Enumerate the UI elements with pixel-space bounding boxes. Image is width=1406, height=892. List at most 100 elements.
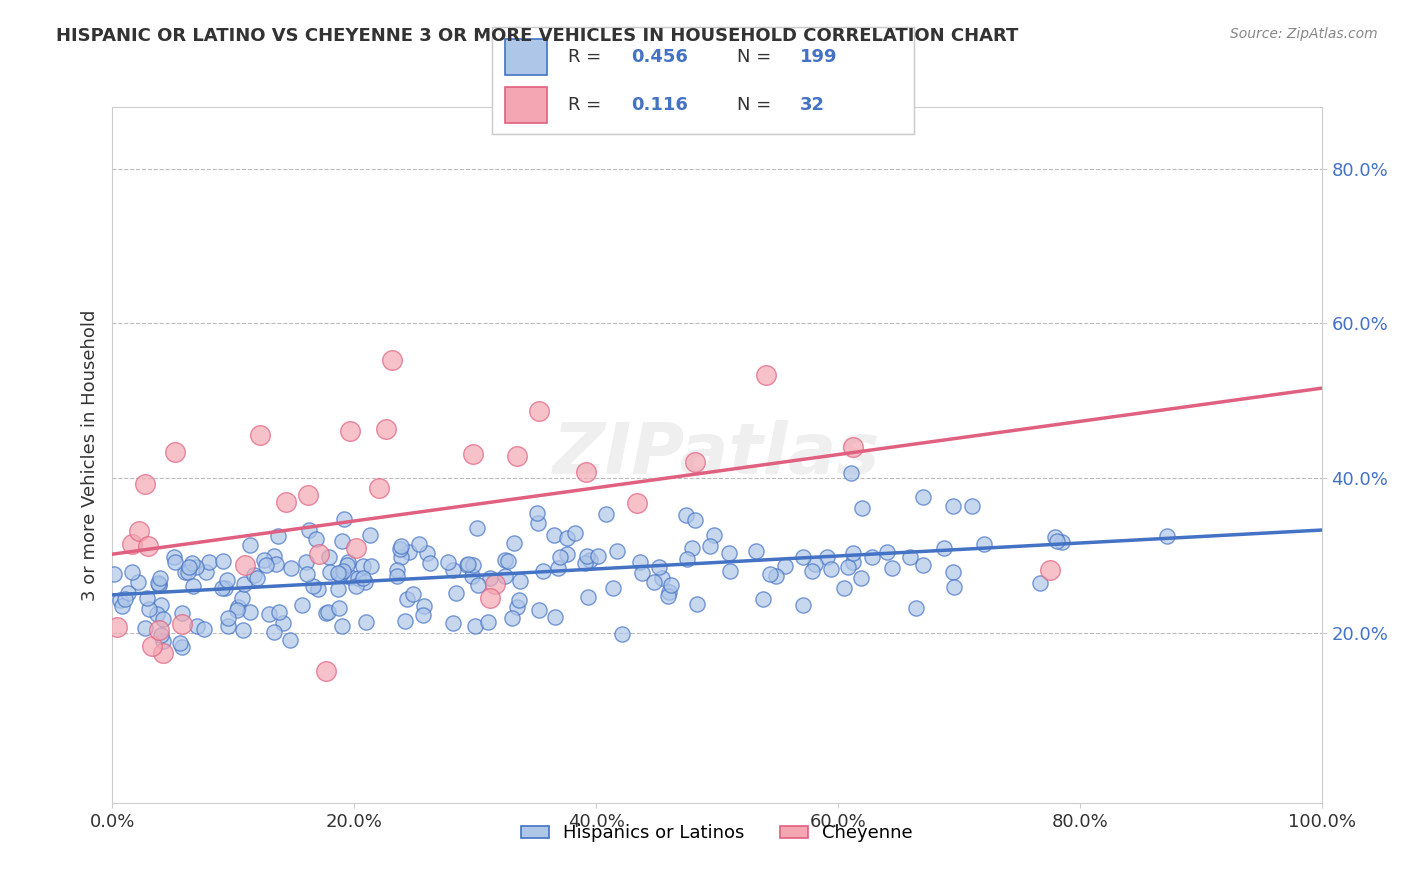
Point	[412, 607, 434, 622]
Point	[792, 598, 814, 612]
Point	[298, 523, 321, 537]
Point	[564, 525, 586, 540]
Point	[211, 581, 233, 595]
Point	[801, 564, 824, 578]
Point	[103, 567, 125, 582]
Point	[228, 599, 250, 614]
Point	[576, 549, 599, 563]
Point	[217, 573, 239, 587]
Point	[395, 591, 418, 606]
Point	[352, 558, 374, 573]
Point	[184, 560, 207, 574]
Point	[398, 545, 420, 559]
Point	[152, 646, 174, 660]
Point	[339, 569, 361, 583]
Point	[134, 476, 156, 491]
Point	[576, 590, 599, 604]
Point	[804, 557, 827, 571]
Point	[181, 579, 204, 593]
Point	[484, 577, 506, 591]
Point	[588, 549, 610, 563]
Point	[860, 549, 883, 564]
Point	[527, 516, 550, 530]
Point	[336, 555, 359, 569]
Point	[163, 556, 186, 570]
Point	[529, 603, 551, 617]
Point	[555, 531, 578, 545]
Point	[297, 488, 319, 502]
Point	[477, 615, 499, 630]
Point	[105, 620, 128, 634]
FancyBboxPatch shape	[505, 38, 547, 75]
Point	[169, 636, 191, 650]
Point	[212, 554, 235, 568]
Point	[163, 445, 186, 459]
Point	[839, 466, 862, 480]
Point	[315, 665, 337, 679]
Point	[547, 561, 569, 575]
Point	[880, 561, 903, 575]
Point	[239, 606, 262, 620]
Point	[136, 539, 159, 553]
Point	[685, 455, 707, 469]
Point	[326, 566, 349, 581]
Point	[217, 610, 239, 624]
Point	[346, 571, 368, 585]
Point	[555, 547, 578, 561]
Point	[194, 565, 217, 579]
Point	[1039, 563, 1062, 577]
Text: 0.456: 0.456	[631, 48, 688, 66]
Point	[145, 607, 167, 622]
Point	[505, 600, 527, 615]
Point	[316, 606, 339, 620]
Point	[108, 592, 131, 607]
Point	[121, 566, 143, 580]
Point	[329, 568, 352, 582]
Point	[291, 598, 314, 612]
Point	[152, 634, 174, 648]
Point	[437, 555, 460, 569]
Point	[136, 591, 159, 605]
Text: 199: 199	[800, 48, 838, 66]
Point	[315, 606, 337, 620]
Point	[508, 593, 530, 607]
Point	[543, 528, 565, 542]
Point	[319, 565, 342, 579]
Point	[339, 425, 361, 439]
Legend: Hispanics or Latinos, Cheyenne: Hispanics or Latinos, Cheyenne	[515, 817, 920, 849]
Point	[332, 511, 354, 525]
Point	[117, 585, 139, 599]
Point	[336, 558, 359, 573]
Point	[461, 569, 484, 583]
Point	[330, 534, 353, 549]
Point	[263, 549, 285, 564]
Point	[328, 567, 350, 582]
Point	[307, 582, 329, 597]
Point	[501, 611, 523, 625]
Text: ZIPatlas: ZIPatlas	[554, 420, 880, 490]
Point	[849, 571, 872, 585]
Point	[269, 605, 291, 619]
Point	[773, 559, 796, 574]
Point	[579, 553, 602, 567]
Point	[172, 606, 194, 620]
Point	[1156, 529, 1178, 543]
Point	[295, 566, 318, 581]
Point	[186, 619, 208, 633]
Point	[141, 640, 163, 654]
Point	[217, 619, 239, 633]
Point	[606, 543, 628, 558]
Point	[851, 500, 873, 515]
Point	[138, 601, 160, 615]
Point	[388, 542, 411, 557]
Point	[682, 541, 704, 556]
Point	[841, 547, 863, 561]
Point	[374, 422, 396, 436]
Point	[257, 607, 280, 621]
Point	[509, 574, 531, 589]
Point	[1046, 533, 1069, 548]
Point	[352, 571, 374, 585]
Point	[278, 632, 301, 647]
Point	[446, 586, 468, 600]
Point	[415, 546, 437, 560]
